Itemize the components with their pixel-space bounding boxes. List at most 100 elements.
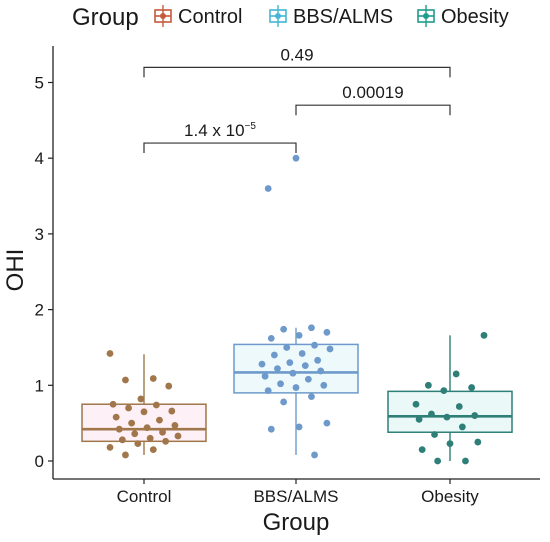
legend-title: Group — [72, 4, 139, 31]
data-point — [146, 434, 154, 442]
legend-label: Obesity — [441, 6, 509, 28]
data-point — [446, 440, 454, 447]
data-point — [106, 443, 114, 451]
data-point — [415, 415, 423, 423]
data-point — [112, 413, 120, 421]
data-point — [171, 422, 179, 429]
data-point — [434, 457, 442, 465]
data-point — [462, 457, 469, 465]
data-point — [320, 381, 328, 389]
data-point — [295, 423, 303, 431]
x-axis-title: Group — [263, 509, 330, 536]
data-point — [418, 446, 426, 454]
points — [106, 154, 488, 465]
x-tick-label: Obesity — [421, 487, 479, 506]
data-point — [109, 400, 117, 408]
y-tick-label: 3 — [35, 225, 44, 244]
data-point — [323, 328, 331, 336]
y-ticks: 0 1 2 3 4 5 — [35, 74, 53, 471]
data-point — [174, 432, 182, 440]
data-point — [125, 404, 132, 412]
legend: Group Control BBS/ALMS Obesity — [72, 4, 509, 31]
data-point — [137, 395, 145, 403]
y-tick-label: 4 — [35, 149, 44, 168]
data-point — [134, 440, 142, 447]
legend-entries: Control BBS/ALMS Obesity — [154, 5, 509, 28]
x-tick-label: Control — [117, 487, 172, 506]
data-point — [140, 408, 148, 416]
p-value-label: 0.00019 — [342, 83, 403, 102]
data-point — [264, 185, 272, 192]
data-point — [431, 431, 438, 438]
data-point — [274, 365, 281, 373]
data-point — [128, 419, 136, 427]
legend-key-point — [275, 13, 281, 19]
data-point — [292, 154, 300, 162]
data-point — [267, 334, 275, 342]
data-point — [156, 416, 163, 424]
data-point — [295, 331, 303, 339]
data-point — [301, 362, 309, 370]
x-ticks: Control BBS/ALMS Obesity — [117, 479, 479, 506]
data-point — [286, 359, 294, 366]
data-point — [152, 401, 160, 409]
significance-brackets: 1.4 x 10−5 0.00019 0.49 — [143, 45, 451, 154]
data-point — [440, 387, 448, 394]
data-point — [143, 424, 151, 432]
data-point — [428, 410, 435, 418]
data-point — [264, 387, 272, 394]
p-value-label: 1.4 x 10−5 — [184, 121, 256, 140]
data-point — [159, 428, 166, 436]
legend-entry: BBS/ALMS — [269, 5, 393, 28]
y-tick-label: 1 — [35, 376, 44, 395]
data-point — [474, 438, 482, 446]
data-point — [270, 351, 278, 359]
data-point — [292, 384, 300, 391]
data-point — [468, 384, 476, 391]
box-bbsalms — [233, 327, 359, 455]
data-point — [106, 350, 114, 357]
data-point — [323, 419, 331, 427]
data-point — [115, 425, 123, 433]
data-point — [149, 446, 157, 454]
legend-key-point — [160, 13, 166, 19]
data-point — [311, 451, 318, 459]
x-tick-label: BBS/ALMS — [253, 487, 338, 506]
data-point — [443, 413, 451, 421]
legend-label: Control — [178, 6, 242, 28]
data-point — [283, 344, 291, 351]
data-point — [122, 376, 129, 384]
significance-bracket: 0.49 — [143, 45, 451, 78]
data-point — [304, 375, 312, 383]
data-point — [455, 403, 463, 410]
data-point — [118, 436, 126, 444]
data-point — [149, 375, 157, 382]
data-point — [424, 381, 432, 389]
data-point — [162, 437, 170, 445]
data-point — [280, 398, 288, 406]
data-point — [165, 382, 173, 390]
data-point — [258, 360, 266, 368]
y-tick-label: 2 — [35, 301, 44, 320]
data-point — [289, 369, 297, 377]
data-point — [168, 407, 176, 415]
data-point — [452, 370, 460, 378]
data-point — [261, 372, 269, 380]
bracket-line — [143, 142, 297, 154]
bracket-line — [143, 66, 451, 78]
data-point — [131, 430, 139, 438]
data-point — [277, 380, 284, 388]
y-tick-label: 5 — [35, 74, 44, 93]
significance-bracket: 0.00019 — [295, 83, 451, 116]
y-tick-label: 0 — [35, 452, 44, 471]
plot-area: 0 1 2 3 4 5 Control BBS/ALMS Obesity 1.4 x 10−5… — [35, 45, 540, 506]
iqr-box — [387, 390, 513, 433]
significance-bracket: 1.4 x 10−5 — [143, 121, 297, 154]
legend-label: BBS/ALMS — [293, 6, 393, 28]
data-point — [480, 331, 488, 339]
data-point — [308, 393, 315, 401]
data-point — [317, 367, 325, 375]
data-point — [298, 350, 306, 357]
data-point — [471, 412, 479, 419]
